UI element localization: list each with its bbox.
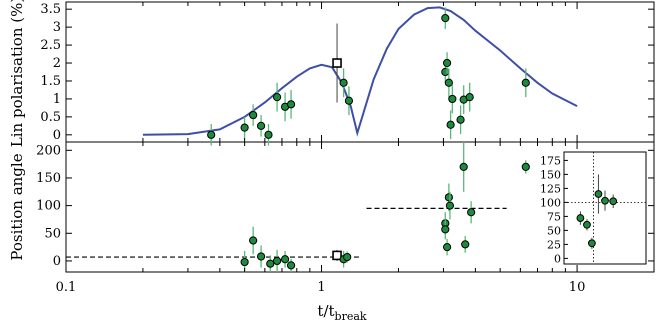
y-tick-label: 1 bbox=[53, 92, 61, 107]
data-point bbox=[442, 58, 452, 68]
y-tick-label: 3 bbox=[53, 20, 61, 35]
data-point bbox=[461, 240, 470, 249]
y-tick-label: 2.5 bbox=[40, 38, 61, 53]
inset-data-point bbox=[583, 220, 591, 229]
data-point bbox=[467, 208, 476, 217]
data-point bbox=[465, 93, 474, 102]
data-point bbox=[442, 243, 452, 252]
x-axis-title-main: t/t bbox=[317, 302, 334, 320]
inset-y-tick-label: 50 bbox=[547, 224, 561, 237]
inset-y-tick-label: 0 bbox=[554, 252, 561, 265]
data-point bbox=[256, 121, 266, 130]
y-tick-label: 50 bbox=[44, 226, 61, 241]
data-point bbox=[280, 255, 290, 264]
inset-data-point bbox=[576, 214, 585, 222]
data-point bbox=[249, 236, 258, 245]
data-point bbox=[286, 261, 296, 270]
data-point bbox=[344, 96, 354, 105]
inset-y-tick-label: 100 bbox=[540, 196, 561, 209]
data-point bbox=[339, 78, 348, 87]
data-point bbox=[444, 193, 453, 202]
data-point bbox=[445, 201, 455, 210]
data-point bbox=[272, 93, 282, 102]
inset-y-tick-label: 75 bbox=[547, 210, 561, 223]
position-angle-panel-frame bbox=[65, 141, 655, 273]
open-square-point bbox=[332, 250, 342, 261]
data-point bbox=[264, 130, 273, 139]
data-point bbox=[459, 162, 468, 171]
data-point bbox=[446, 120, 455, 129]
open-square-point bbox=[332, 58, 342, 68]
data-point bbox=[448, 94, 457, 104]
data-point bbox=[256, 252, 266, 261]
data-point bbox=[444, 78, 453, 87]
data-point bbox=[249, 110, 258, 120]
position-angle-plot bbox=[66, 142, 530, 274]
y-tick-label: 100 bbox=[36, 199, 61, 214]
y-axis-title-position-angle: Position angle bbox=[8, 153, 26, 260]
data-point bbox=[441, 225, 450, 234]
data-point bbox=[266, 259, 275, 268]
y-axis-title-polarisation: Lin polarisation (%) bbox=[8, 0, 26, 147]
x-tick-label: 10 bbox=[569, 280, 586, 295]
data-point bbox=[286, 100, 296, 109]
model-curve bbox=[142, 6, 578, 137]
y-tick-label: 200 bbox=[36, 143, 61, 158]
y-tick-label: 1.5 bbox=[40, 74, 61, 89]
x-tick-label: 0.1 bbox=[56, 280, 77, 295]
x-tick-label: 1 bbox=[317, 280, 325, 295]
data-point bbox=[272, 256, 282, 266]
y-tick-label: 150 bbox=[36, 171, 61, 186]
x-axis-title: t/tbreak bbox=[317, 302, 366, 323]
polarisation-plot bbox=[142, 6, 578, 146]
axes-ticks: 0 0.5 1 1.5 2 2.5 3 3.5 0 50 100 150 200 0.1 1 10 bbox=[36, 2, 655, 295]
y-tick-label: 2 bbox=[53, 56, 61, 71]
data-point bbox=[240, 257, 249, 267]
inset-y-tick-label: 25 bbox=[547, 238, 561, 251]
y-tick-label: 0 bbox=[53, 254, 61, 269]
inset-data-point bbox=[609, 197, 618, 206]
inset-data-point bbox=[587, 239, 596, 248]
data-point bbox=[441, 14, 450, 23]
y-tick-label: 0.5 bbox=[40, 110, 61, 125]
y-tick-label: 0 bbox=[53, 128, 61, 143]
data-point bbox=[343, 252, 352, 262]
y-tick-label: 3.5 bbox=[40, 2, 61, 17]
inset-data-point bbox=[594, 190, 603, 198]
inset-y-tick-label: 150 bbox=[540, 168, 561, 181]
x-axis-title-subscript: break bbox=[335, 310, 367, 323]
data-point bbox=[207, 130, 216, 139]
inset-y-tick-label: 125 bbox=[540, 182, 561, 195]
data-point bbox=[521, 162, 530, 171]
inset-y-tick-label: 175 bbox=[540, 154, 561, 167]
data-point bbox=[456, 115, 465, 124]
data-point bbox=[521, 78, 530, 87]
data-point bbox=[441, 67, 450, 77]
inset-data-point bbox=[601, 196, 609, 205]
data-point bbox=[240, 123, 249, 132]
